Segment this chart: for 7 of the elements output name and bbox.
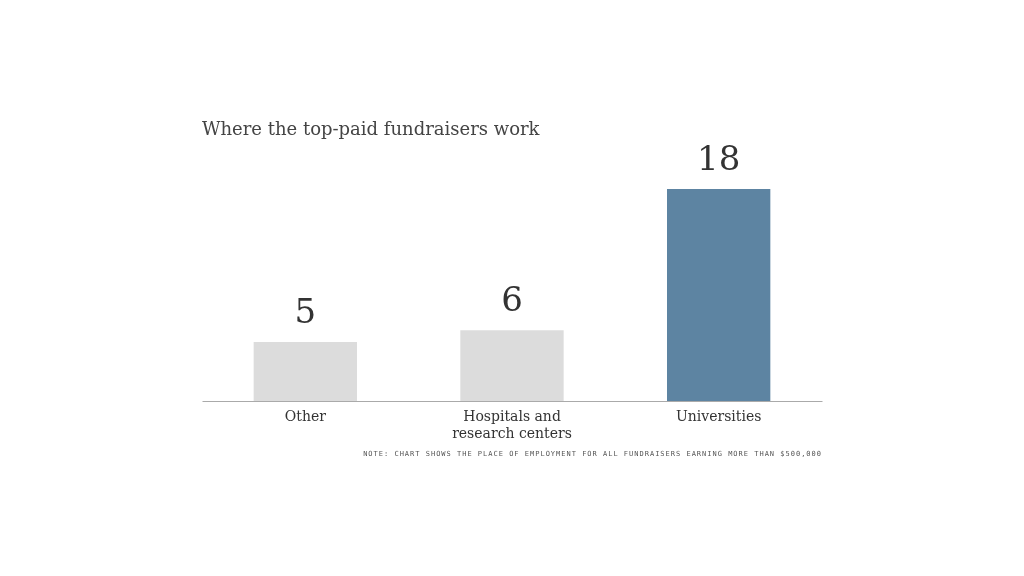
data-label: 18 bbox=[697, 138, 741, 178]
x-tick-label: Hospitals and research centers bbox=[452, 407, 572, 441]
data-label: 5 bbox=[294, 291, 317, 332]
x-tick-label: Universities bbox=[675, 407, 762, 424]
chart-title: Where the top-paid fundraisers work bbox=[202, 118, 541, 139]
x-tick-label: Other bbox=[284, 407, 327, 424]
data-label: 6 bbox=[501, 279, 523, 320]
